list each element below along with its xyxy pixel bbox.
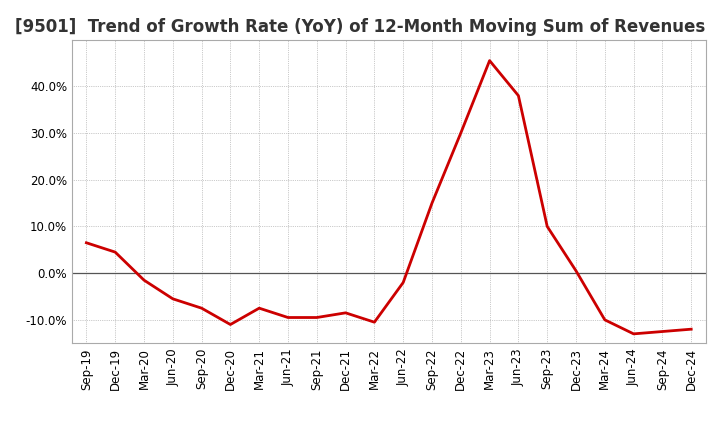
Text: [9501]  Trend of Growth Rate (YoY) of 12-Month Moving Sum of Revenues: [9501] Trend of Growth Rate (YoY) of 12-…: [15, 18, 705, 36]
